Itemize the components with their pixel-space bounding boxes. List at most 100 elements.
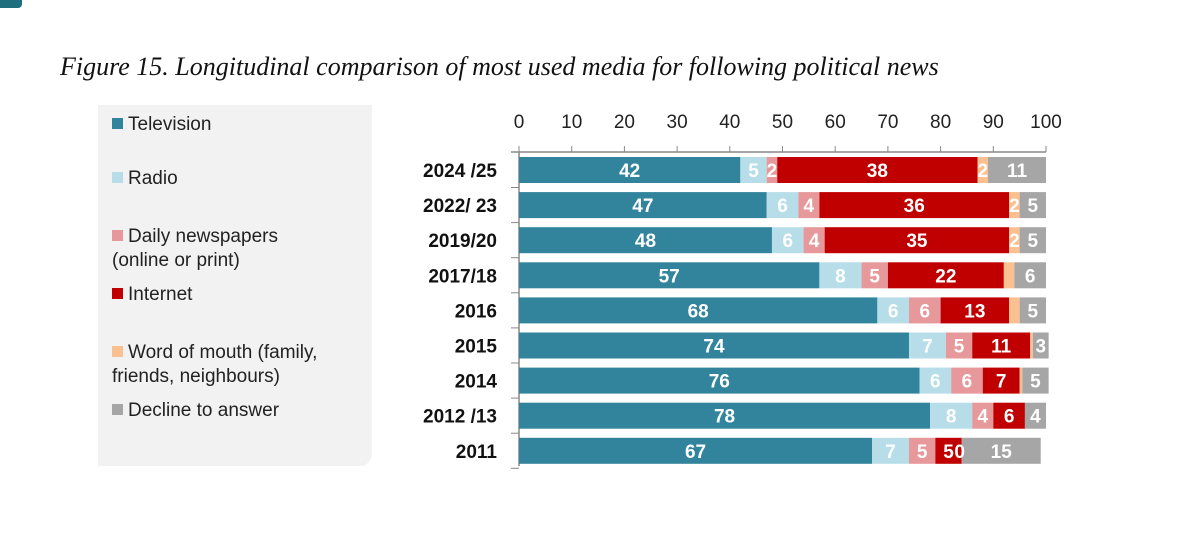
bar-segment (771, 227, 804, 254)
data-label: 76 (709, 372, 730, 393)
category-label: 2017/18 (428, 266, 497, 287)
corner-decoration (0, 0, 22, 8)
bar-segment (519, 367, 920, 394)
legend-swatch (112, 404, 123, 415)
bar-segment (766, 157, 778, 183)
data-label: 6 (1004, 407, 1015, 428)
bar-segment (988, 157, 1046, 183)
bar-segment (861, 262, 888, 289)
bar-segment (872, 437, 909, 464)
legend-item: Daily newspapers (online or print) (112, 225, 278, 273)
data-label: 57 (659, 266, 680, 287)
bar-segment (824, 227, 1010, 254)
bar-segment (951, 367, 983, 394)
bar-segment (919, 367, 952, 394)
figure-title: Figure 15. Longitudinal comparison of mo… (60, 52, 939, 81)
bar-segment (887, 262, 1004, 289)
bar-segment (935, 437, 962, 464)
legend-label: Radio (128, 168, 178, 189)
data-label: 3 (1035, 337, 1046, 358)
legend: Television Radio Daily newspapers (online o… (98, 105, 372, 466)
data-label: 78 (714, 407, 735, 428)
x-tick-label: 0 (514, 112, 525, 133)
data-label: 5 (1028, 301, 1039, 322)
legend-label: Decline to answer (128, 400, 280, 421)
bar-segment (519, 297, 878, 324)
bar-segment (1009, 297, 1020, 324)
x-tick-label: 80 (930, 112, 951, 133)
data-label: 7 (996, 372, 1007, 393)
bar-segment (1019, 192, 1046, 219)
data-label: 48 (635, 231, 656, 252)
data-label: 6 (777, 196, 788, 217)
bar-segment (877, 297, 909, 324)
x-tick-label: 20 (614, 112, 635, 133)
legend-item: Radio (112, 167, 178, 191)
legend-label: Word of mouth (family, (128, 342, 318, 363)
legend-item: Television (112, 113, 211, 137)
bar-segment (803, 227, 825, 254)
bar-segment (961, 437, 1041, 464)
data-label: 0 (954, 442, 965, 463)
data-label: 47 (632, 196, 653, 217)
bar-segment (1019, 297, 1046, 324)
data-label: 5 (1030, 372, 1041, 393)
data-label: 8 (835, 266, 846, 287)
bar-segment (1032, 332, 1049, 359)
bar-segment (777, 157, 978, 183)
bar-segment (519, 227, 772, 254)
data-label: 6 (1025, 266, 1036, 287)
data-label: 5 (917, 442, 928, 463)
x-tick-label: 70 (877, 112, 898, 133)
bar-segment (1009, 227, 1020, 254)
bar-segment (519, 262, 820, 289)
data-label: 6 (888, 301, 899, 322)
legend-label: Television (128, 114, 212, 135)
data-label: 38 (867, 161, 888, 182)
legend-swatch (112, 118, 123, 129)
bar-segment (972, 332, 1031, 359)
data-label: 4 (1030, 407, 1041, 428)
bar-segment (1022, 367, 1049, 394)
bar-segment (519, 157, 741, 183)
bar-segment (519, 192, 767, 219)
bar-segment (1019, 367, 1023, 394)
legend-item: Decline to answer (112, 399, 279, 423)
data-label: 6 (930, 372, 941, 393)
legend-item: Internet (112, 283, 192, 307)
bar-segment (1019, 227, 1046, 254)
bar-segment (519, 402, 931, 429)
category-label: 2016 (455, 301, 497, 322)
data-label: 6 (782, 231, 793, 252)
data-label: 2 (767, 161, 778, 182)
data-label: 2 (977, 161, 988, 182)
bar-segment (519, 437, 873, 464)
data-label: 35 (906, 231, 928, 252)
category-label: 2014 (455, 372, 498, 393)
data-label: 74 (703, 337, 725, 358)
legend-swatch (112, 230, 123, 241)
bar-segment (940, 297, 1010, 324)
category-label: 2015 (455, 337, 498, 358)
data-label: 5 (943, 442, 954, 463)
data-label: 36 (904, 196, 925, 217)
bar-segment (908, 437, 936, 464)
legend-label: friends, neighbours) (112, 366, 280, 387)
x-tick-label: 100 (1030, 112, 1062, 133)
legend-swatch (112, 172, 123, 183)
data-label: 4 (977, 407, 988, 428)
x-tick-label: 30 (667, 112, 688, 133)
data-label: 5 (954, 337, 965, 358)
data-label: 5 (748, 161, 759, 182)
data-label: 5 (1028, 231, 1039, 252)
bar-segment (819, 192, 1010, 219)
legend-label: Daily newspapers (128, 226, 278, 247)
bar-segment (1009, 192, 1020, 219)
data-label: 7 (922, 337, 933, 358)
bar-segment (1024, 402, 1046, 429)
category-label: 2019/20 (428, 231, 497, 252)
bar-segment (519, 332, 909, 359)
category-label: 2022/ 23 (423, 196, 497, 217)
data-label: 6 (962, 372, 973, 393)
